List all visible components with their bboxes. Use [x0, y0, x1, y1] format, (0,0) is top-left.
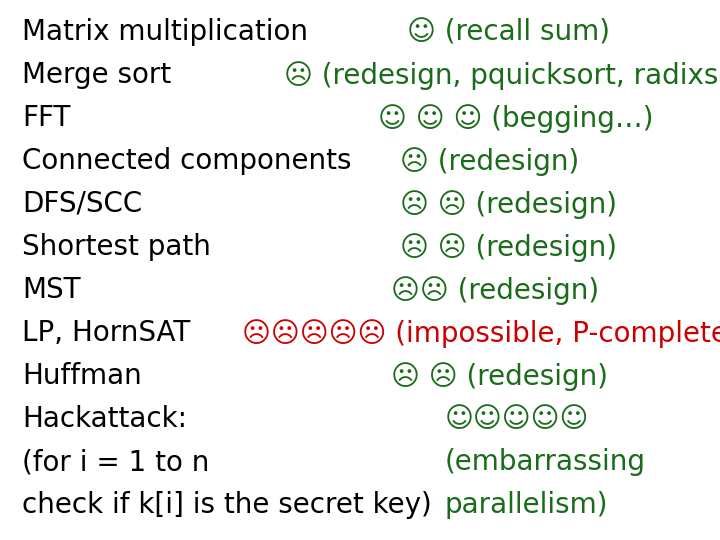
Text: MST: MST: [22, 276, 81, 304]
Text: Connected components: Connected components: [22, 147, 351, 175]
Text: ☹☹☹☹☹ (impossible, P-complete): ☹☹☹☹☹ (impossible, P-complete): [242, 319, 720, 348]
Text: Shortest path: Shortest path: [22, 233, 211, 261]
Text: ☹ (redesign, pquicksort, radixsort): ☹ (redesign, pquicksort, radixsort): [284, 61, 720, 90]
Text: ☹ ☹ (redesign): ☹ ☹ (redesign): [400, 190, 616, 219]
Text: Huffman: Huffman: [22, 362, 142, 390]
Text: LP, HornSAT: LP, HornSAT: [22, 319, 190, 347]
Text: ☺ (recall sum): ☺ (recall sum): [407, 18, 610, 46]
Text: Merge sort: Merge sort: [22, 61, 171, 89]
Text: ☹☹ (redesign): ☹☹ (redesign): [391, 276, 599, 305]
Text: ☺☺☺☺☺: ☺☺☺☺☺: [444, 405, 589, 433]
Text: ☹ (redesign): ☹ (redesign): [400, 147, 579, 176]
Text: Matrix multiplication: Matrix multiplication: [22, 18, 308, 46]
Text: (embarrassing: (embarrassing: [444, 448, 645, 476]
Text: ☹ ☹ (redesign): ☹ ☹ (redesign): [391, 362, 608, 391]
Text: FFT: FFT: [22, 104, 71, 132]
Text: parallelism): parallelism): [444, 491, 608, 519]
Text: DFS/SCC: DFS/SCC: [22, 190, 143, 218]
Text: (for i = 1 to n: (for i = 1 to n: [22, 448, 210, 476]
Text: ☺ ☺ ☺ (begging…): ☺ ☺ ☺ (begging…): [378, 104, 654, 133]
Text: Hackattack:: Hackattack:: [22, 405, 187, 433]
Text: check if k[i] is the secret key): check if k[i] is the secret key): [22, 491, 432, 519]
Text: ☹ ☹ (redesign): ☹ ☹ (redesign): [400, 233, 616, 262]
